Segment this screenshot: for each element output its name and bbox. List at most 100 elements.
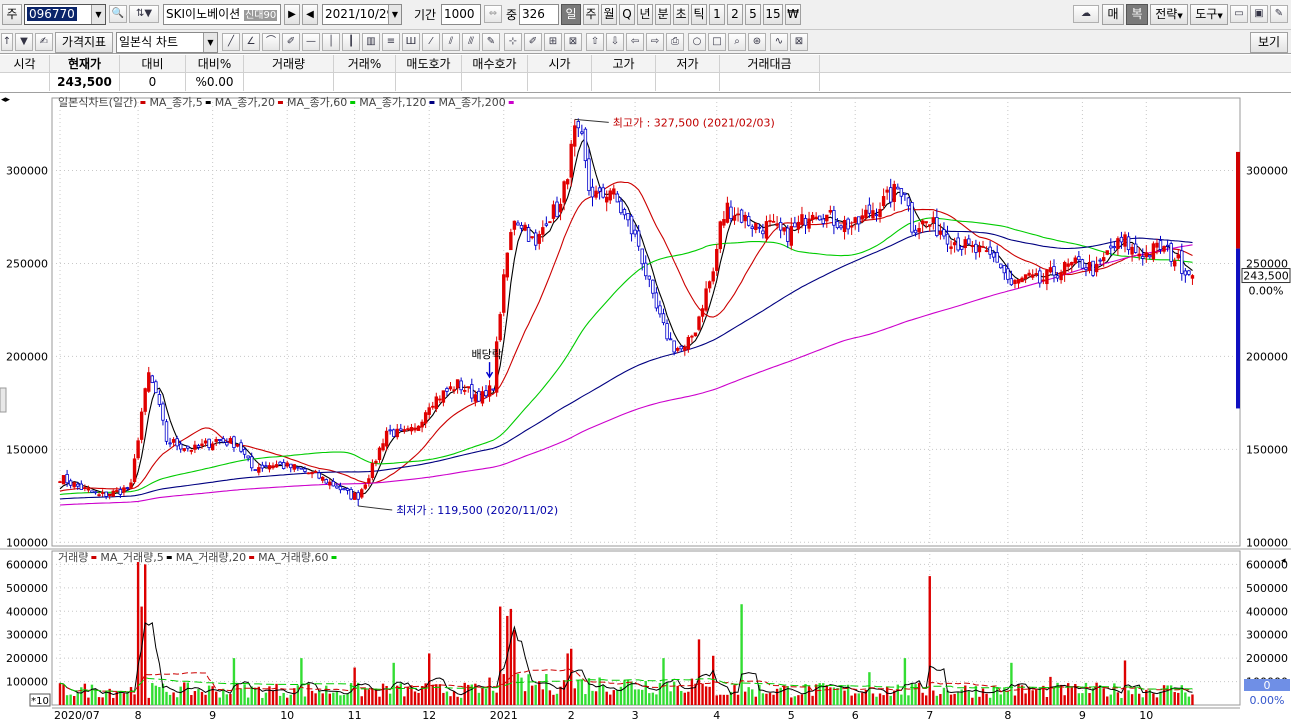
horizontal-line-icon[interactable]: — [302,33,320,51]
timeframe-button[interactable]: 일 [561,4,581,25]
price-indicator-button[interactable]: 가격지표 [55,32,113,53]
delete-all-icon[interactable]: ⊠ [790,33,808,51]
arrow-up-icon[interactable]: ⇧ [586,33,604,51]
quote-value-cell: 0 [120,73,186,91]
date-field[interactable]: 2021/10/29 ▼ [322,4,402,25]
candle-body [502,274,506,313]
candle [750,224,754,237]
period-input[interactable]: 1000 [441,4,481,25]
next-arrow-icon[interactable]: ▶ [284,4,300,25]
angle-line-icon[interactable]: ∠ [242,33,260,51]
quote-header-cell: 현재가 [50,55,120,73]
volume-bar [243,684,246,705]
edit-icon[interactable]: ✍ [35,33,53,51]
volume-panel-scroll-icon: ◂ [1281,556,1286,566]
volume-bar [317,690,321,705]
timeframe-button[interactable]: 월 [601,4,617,25]
vertical-line-icon[interactable]: │ [322,33,340,51]
period-spin-icon[interactable]: ⇔ [484,5,502,23]
candle-body [739,209,744,223]
rectangle-icon[interactable]: □ [708,33,726,51]
volume-legend-item: 거래량 [58,551,88,564]
timeframe-button[interactable]: 분 [655,4,671,25]
zoom-icon[interactable]: ⌕ [728,33,746,51]
wave-icon[interactable]: ∿ [770,33,788,51]
arrow-down-icon[interactable]: ⇩ [606,33,624,51]
timeframe-button[interactable]: 틱 [691,4,707,25]
gann-grid-icon[interactable]: Ш [402,33,420,51]
chart-type-select[interactable]: 일본식 차트 ▼ [116,32,218,53]
save-icon[interactable]: ▣ [1250,5,1268,23]
candle [544,216,549,228]
tools-button[interactable]: 도구▼ [1190,4,1228,25]
arrow-left-icon[interactable]: ⇦ [626,33,644,51]
candle-body [821,218,825,224]
toolbar-scroll-icon[interactable]: ↑ [1,33,13,51]
timeframe-button[interactable]: 주 [583,4,599,25]
candle-body [1126,236,1131,251]
channel-icon[interactable]: ≡ [382,33,400,51]
volume-tick-label-left: 200000 [6,652,48,665]
view-button[interactable]: 보기 [1250,32,1288,53]
candle [690,334,694,343]
arc-icon[interactable]: ⌒ [262,33,280,51]
timeframe-button[interactable]: 초 [673,4,689,25]
toggle-panel-icon[interactable]: ▼ [15,33,33,51]
timeframe-button[interactable]: Q [619,4,635,25]
timeframe-button[interactable]: 15 [763,4,783,25]
eraser-icon[interactable]: ✎ [482,33,500,51]
grid-settings-icon[interactable]: ⊞ [544,33,562,51]
timeframe-button[interactable]: ₩ [785,4,801,25]
andrews-pitchfork-icon[interactable]: ⫻ [462,33,480,51]
volume-tick-label-right: 500000 [1246,582,1288,595]
pencil-icon[interactable]: ✐ [282,33,300,51]
compound-button[interactable]: 복 [1126,4,1148,25]
trendline-icon[interactable]: ╱ [222,33,240,51]
timeframe-button[interactable]: 2 [727,4,743,25]
highlighter-icon[interactable]: ✐ [524,33,542,51]
count-input[interactable]: 326 [519,4,559,25]
memo-icon[interactable]: ⎙ [666,33,684,51]
color-picker-icon[interactable]: ⊹ [504,33,522,51]
prev-arrow-icon[interactable]: ◀ [302,4,318,25]
volume-bar [953,693,956,705]
date-dropdown-icon[interactable]: ▼ [388,5,401,24]
cloud-icon[interactable]: ☁ [1073,5,1099,23]
folder-icon[interactable]: ▭ [1230,5,1248,23]
code-dropdown-icon[interactable]: ▼ [91,5,105,24]
volume-bar [1045,697,1049,705]
timeframe-button[interactable]: 5 [745,4,761,25]
parallel-line-icon[interactable]: ⫽ [442,33,460,51]
chart-type-dropdown-icon[interactable]: ▼ [203,33,217,52]
text-box-icon[interactable]: ⊠ [564,33,582,51]
market-mode-button[interactable]: 주 [2,4,22,25]
strategy-button[interactable]: 전략▼ [1150,4,1188,25]
volume-bar [1035,689,1038,705]
timeframe-button[interactable]: 1 [709,4,725,25]
sort-dropdown-icon[interactable]: ⇅▼ [129,5,159,23]
volume-bar [1017,684,1020,705]
volume-bar [474,683,477,705]
candle [725,196,730,224]
timeframe-button[interactable]: 년 [637,4,653,25]
candle [1176,249,1180,261]
volume-bar [655,694,658,705]
arrow-right-icon[interactable]: ⇨ [646,33,664,51]
circle-icon[interactable]: ○ [688,33,706,51]
volume-bar [662,658,665,705]
cross-line-icon[interactable]: ┃ [342,33,360,51]
candle-body [718,221,722,250]
candle-body [1162,246,1166,252]
buy-button[interactable]: 매 [1102,4,1124,25]
settings-icon[interactable]: ⊛ [748,33,766,51]
candle [768,214,772,227]
legend-color-swatch [140,101,146,104]
stock-code-field[interactable]: 096770 ▼ [24,4,106,25]
fibonacci-icon[interactable]: ▥ [362,33,380,51]
speed-line-icon[interactable]: ⁄ [422,33,440,51]
candle [416,425,421,431]
search-icon[interactable]: 🔍 [109,5,127,23]
candle-body [1009,278,1014,286]
wrench-icon[interactable]: ✎ [1270,5,1288,23]
